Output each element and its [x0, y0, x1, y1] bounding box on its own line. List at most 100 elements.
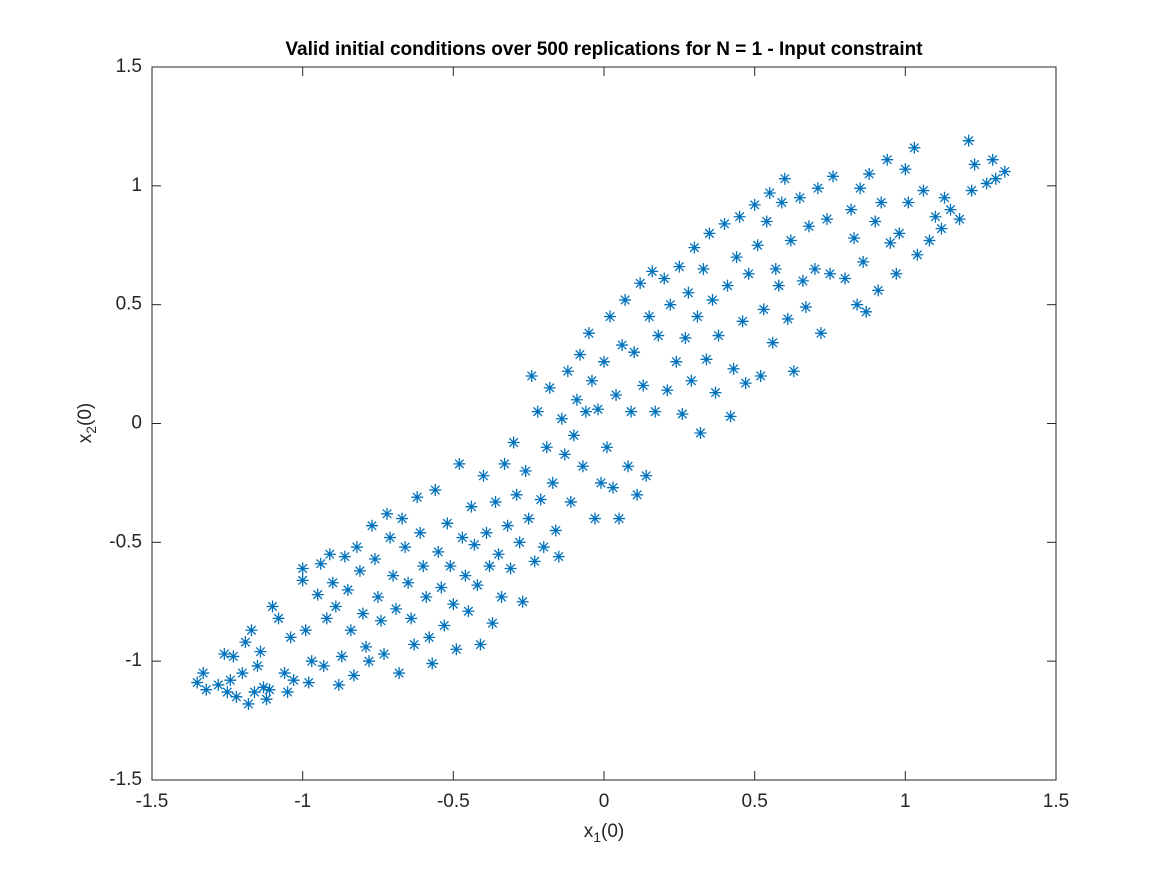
x-axis-label: x1(0) [584, 821, 625, 845]
x-tick-label: 0 [599, 791, 610, 812]
x-tick-label: -1 [294, 791, 311, 812]
scatter-point [652, 329, 665, 342]
scatter-point [694, 427, 707, 440]
scatter-point [456, 531, 469, 544]
scatter-point [341, 583, 354, 596]
y-label-sub: 2 [83, 426, 99, 434]
scatter-point [594, 476, 607, 489]
scatter-point [335, 650, 348, 663]
scatter-point [230, 690, 243, 703]
scatter-point [673, 260, 686, 273]
scatter-point [507, 436, 520, 449]
scatter-point [676, 407, 689, 420]
scatter-point [721, 279, 734, 292]
y-tick-label: 0.5 [116, 294, 142, 315]
scatter-point [344, 624, 357, 637]
scatter-point [851, 298, 864, 311]
y-label-base: x [75, 433, 96, 443]
scatter-point [766, 336, 779, 349]
scatter-point [796, 274, 809, 287]
scatter-point [320, 612, 333, 625]
chart-title: Valid initial conditions over 500 replic… [285, 39, 923, 60]
scatter-point [739, 377, 752, 390]
scatter-point [622, 460, 635, 473]
scatter-point [438, 619, 451, 632]
scatter-point [742, 267, 755, 280]
scatter-point [736, 315, 749, 328]
scatter-point [682, 286, 695, 299]
scatter-point [709, 386, 722, 399]
scatter-point [218, 648, 231, 661]
scatter-point [911, 248, 924, 261]
scatter-point [700, 353, 713, 366]
scatter-point [420, 590, 433, 603]
scatter-point [628, 346, 641, 359]
scatter-point [857, 255, 870, 268]
scatter-point [637, 379, 650, 392]
scatter-point [691, 310, 704, 323]
scatter-point [640, 469, 653, 482]
scatter-point [414, 526, 427, 539]
scatter-point [462, 605, 475, 618]
scatter-point [326, 576, 339, 589]
scatter-point [929, 210, 942, 223]
scatter-point [679, 331, 692, 344]
scatter-point [417, 560, 430, 573]
scatter-point [546, 476, 559, 489]
scatter-point [317, 659, 330, 672]
scatter-point [998, 165, 1011, 178]
scatter-point [540, 441, 553, 454]
scatter-point [480, 526, 493, 539]
scatter-point [591, 403, 604, 416]
scatter-point [784, 234, 797, 247]
scatter-point [444, 560, 457, 573]
scatter-point [570, 393, 583, 406]
x-tick-label: -0.5 [437, 791, 470, 812]
scatter-point [332, 678, 345, 691]
scatter-point [824, 267, 836, 280]
scatter-point [582, 327, 595, 340]
x-tick-label: 1.5 [1043, 791, 1069, 812]
scatter-point [688, 241, 701, 254]
scatter-point [875, 196, 888, 209]
scatter-point [787, 365, 800, 378]
scatter-point [468, 538, 481, 551]
scatter-point [712, 329, 725, 342]
scatter-point [329, 600, 342, 613]
scatter-point [854, 182, 867, 195]
scatter-point [384, 531, 397, 544]
scatter-point [658, 272, 671, 285]
scatter-point [646, 265, 659, 278]
x-tick-label: 1 [900, 791, 911, 812]
scatter-point [769, 263, 782, 276]
scatter-point [860, 305, 873, 318]
y-axis-label: x2(0) [75, 403, 99, 444]
x-label-sub: 1 [593, 829, 601, 845]
scatter-point [989, 172, 1002, 185]
scatter-point [197, 667, 210, 680]
scatter-point [266, 600, 279, 613]
scatter-point [802, 220, 815, 233]
scatter-point [525, 369, 538, 382]
scatter-point [359, 640, 372, 653]
scatter-point [362, 655, 375, 668]
scatter-point [296, 562, 309, 575]
scatter-point [561, 365, 574, 378]
x-tick-label: -1.5 [136, 791, 169, 812]
scatter-point [962, 134, 975, 147]
scatter-point [510, 488, 523, 501]
scatter-point [793, 191, 806, 204]
scatter-point [248, 686, 261, 699]
scatter-point [311, 588, 324, 601]
scatter-point [516, 595, 529, 608]
scatter-point [302, 676, 315, 689]
scatter-point [396, 512, 409, 525]
scatter-point [212, 678, 225, 691]
scatter-point [399, 541, 412, 554]
scatter-point [522, 512, 535, 525]
scatter-point [408, 638, 421, 651]
y-label-rest: (0) [75, 403, 96, 426]
scatter-point [598, 355, 610, 368]
scatter-point [375, 614, 388, 627]
scatter-point [200, 683, 213, 696]
